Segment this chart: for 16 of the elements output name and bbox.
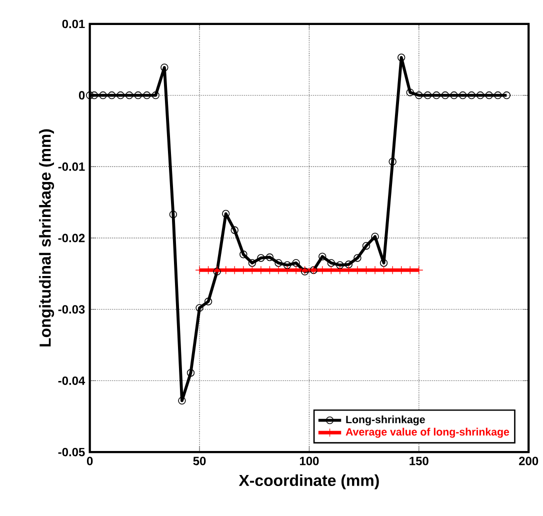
x-tick-label: 150 <box>410 456 428 466</box>
x-tick-label: 200 <box>519 456 538 466</box>
x-tick-label: 0 <box>86 456 93 466</box>
legend-label: Long-shrinkage <box>346 416 425 426</box>
y-tick-label: 0 <box>78 91 85 100</box>
legend-label: Average value of long-shrinkage <box>346 428 510 438</box>
y-tick-label: -0.01 <box>58 162 85 171</box>
y-tick-label: 0.01 <box>62 20 85 28</box>
y-axis-title: Longitudinal shrinkage (mm) <box>39 129 54 346</box>
y-tick-label: -0.03 <box>58 305 85 314</box>
y-tick-label: -0.02 <box>58 234 85 242</box>
x-tick-label: 100 <box>300 456 319 466</box>
x-tick-label: 50 <box>193 456 206 466</box>
y-tick-label: -0.04 <box>58 376 86 386</box>
y-tick-label: -0.05 <box>58 448 85 456</box>
x-axis-title: X-coordinate (mm) <box>238 474 379 490</box>
